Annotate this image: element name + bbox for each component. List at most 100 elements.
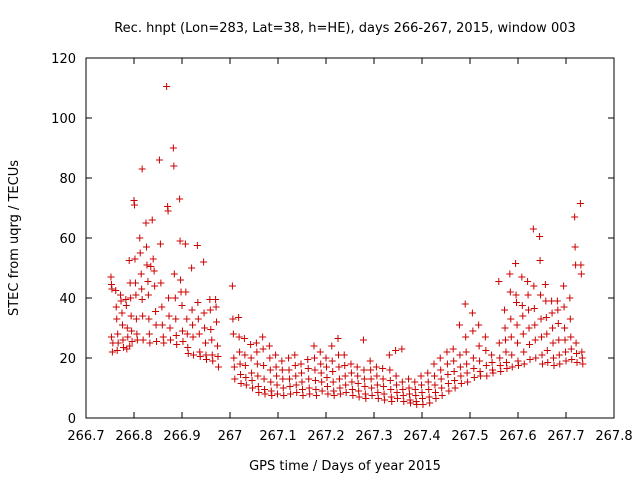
data-point — [165, 294, 173, 302]
data-point — [195, 330, 203, 338]
data-point — [571, 243, 579, 251]
data-point — [127, 312, 135, 320]
data-point — [176, 195, 184, 203]
data-point — [138, 285, 146, 293]
data-point — [576, 200, 584, 207]
data-point — [417, 372, 425, 380]
data-point — [253, 360, 261, 368]
x-tick-label: 267.6 — [499, 429, 536, 444]
y-tick-label: 100 — [51, 112, 76, 127]
data-point — [426, 399, 434, 407]
data-point — [229, 330, 237, 338]
data-point — [231, 375, 239, 383]
data-point — [118, 309, 126, 317]
data-point — [153, 338, 161, 345]
data-point — [144, 291, 152, 299]
data-point — [456, 351, 464, 359]
data-point — [450, 357, 458, 365]
data-point — [367, 375, 375, 383]
data-point — [340, 351, 348, 359]
data-point — [360, 375, 368, 383]
data-point — [125, 257, 133, 264]
data-point — [189, 333, 197, 341]
data-point — [152, 308, 160, 315]
x-tick-label: 267.7 — [547, 429, 584, 444]
data-point — [278, 357, 286, 365]
data-point — [469, 354, 477, 362]
data-point — [437, 375, 445, 383]
data-point — [152, 321, 160, 329]
chart-title: Rec. hnpt (Lon=283, Lat=38, h=HE), days … — [114, 21, 576, 36]
data-point — [406, 399, 414, 407]
data-point — [159, 333, 167, 341]
data-point — [183, 330, 191, 338]
data-point — [520, 360, 528, 368]
data-point — [374, 389, 382, 396]
data-point — [501, 324, 509, 332]
data-point — [566, 315, 574, 323]
x-tick-label: 267.8 — [595, 429, 632, 444]
data-point — [146, 339, 154, 347]
data-point — [241, 351, 249, 359]
data-point — [451, 384, 459, 392]
data-point — [253, 348, 261, 356]
data-point — [342, 381, 350, 389]
data-point — [348, 386, 356, 393]
data-point — [291, 351, 299, 359]
data-point — [518, 273, 526, 281]
data-point — [202, 356, 210, 363]
data-point — [298, 378, 306, 386]
data-point — [181, 240, 189, 248]
data-point — [272, 351, 280, 359]
data-point — [273, 381, 281, 389]
data-point — [538, 351, 546, 359]
data-point — [285, 366, 293, 374]
data-point — [445, 387, 453, 395]
data-point — [379, 375, 387, 383]
data-point — [209, 357, 217, 365]
data-point — [475, 321, 483, 329]
data-point — [122, 296, 130, 303]
data-point — [184, 350, 192, 357]
data-point — [457, 372, 465, 380]
data-point — [430, 372, 438, 380]
data-point — [286, 390, 294, 398]
data-point — [183, 315, 191, 323]
data-point — [507, 315, 515, 323]
data-point — [298, 386, 306, 393]
data-point — [229, 315, 237, 323]
data-point — [436, 354, 444, 362]
data-point — [278, 366, 286, 374]
data-point — [560, 303, 568, 311]
data-point — [537, 291, 545, 299]
data-point — [419, 401, 427, 408]
data-point — [418, 381, 426, 389]
data-point — [495, 339, 503, 347]
data-point — [424, 369, 432, 377]
data-point — [542, 314, 550, 321]
data-point — [481, 333, 489, 341]
data-point — [194, 315, 202, 323]
x-tick-label: 266.9 — [163, 429, 200, 444]
data-point — [432, 395, 440, 402]
data-point — [550, 362, 558, 369]
data-point — [519, 330, 527, 338]
data-point — [359, 336, 367, 344]
data-point — [354, 380, 362, 387]
data-point — [437, 366, 445, 374]
data-point — [255, 389, 263, 396]
data-point — [431, 381, 439, 389]
data-point — [405, 375, 413, 383]
data-point — [393, 389, 401, 396]
data-point — [286, 375, 294, 383]
data-point — [360, 366, 368, 374]
data-point — [266, 366, 274, 374]
data-point — [406, 390, 414, 398]
data-point — [512, 260, 520, 267]
data-point — [272, 363, 280, 371]
data-point — [555, 351, 563, 359]
data-point — [184, 344, 192, 351]
data-point — [398, 378, 406, 386]
data-point — [355, 387, 363, 395]
data-point — [341, 372, 349, 380]
